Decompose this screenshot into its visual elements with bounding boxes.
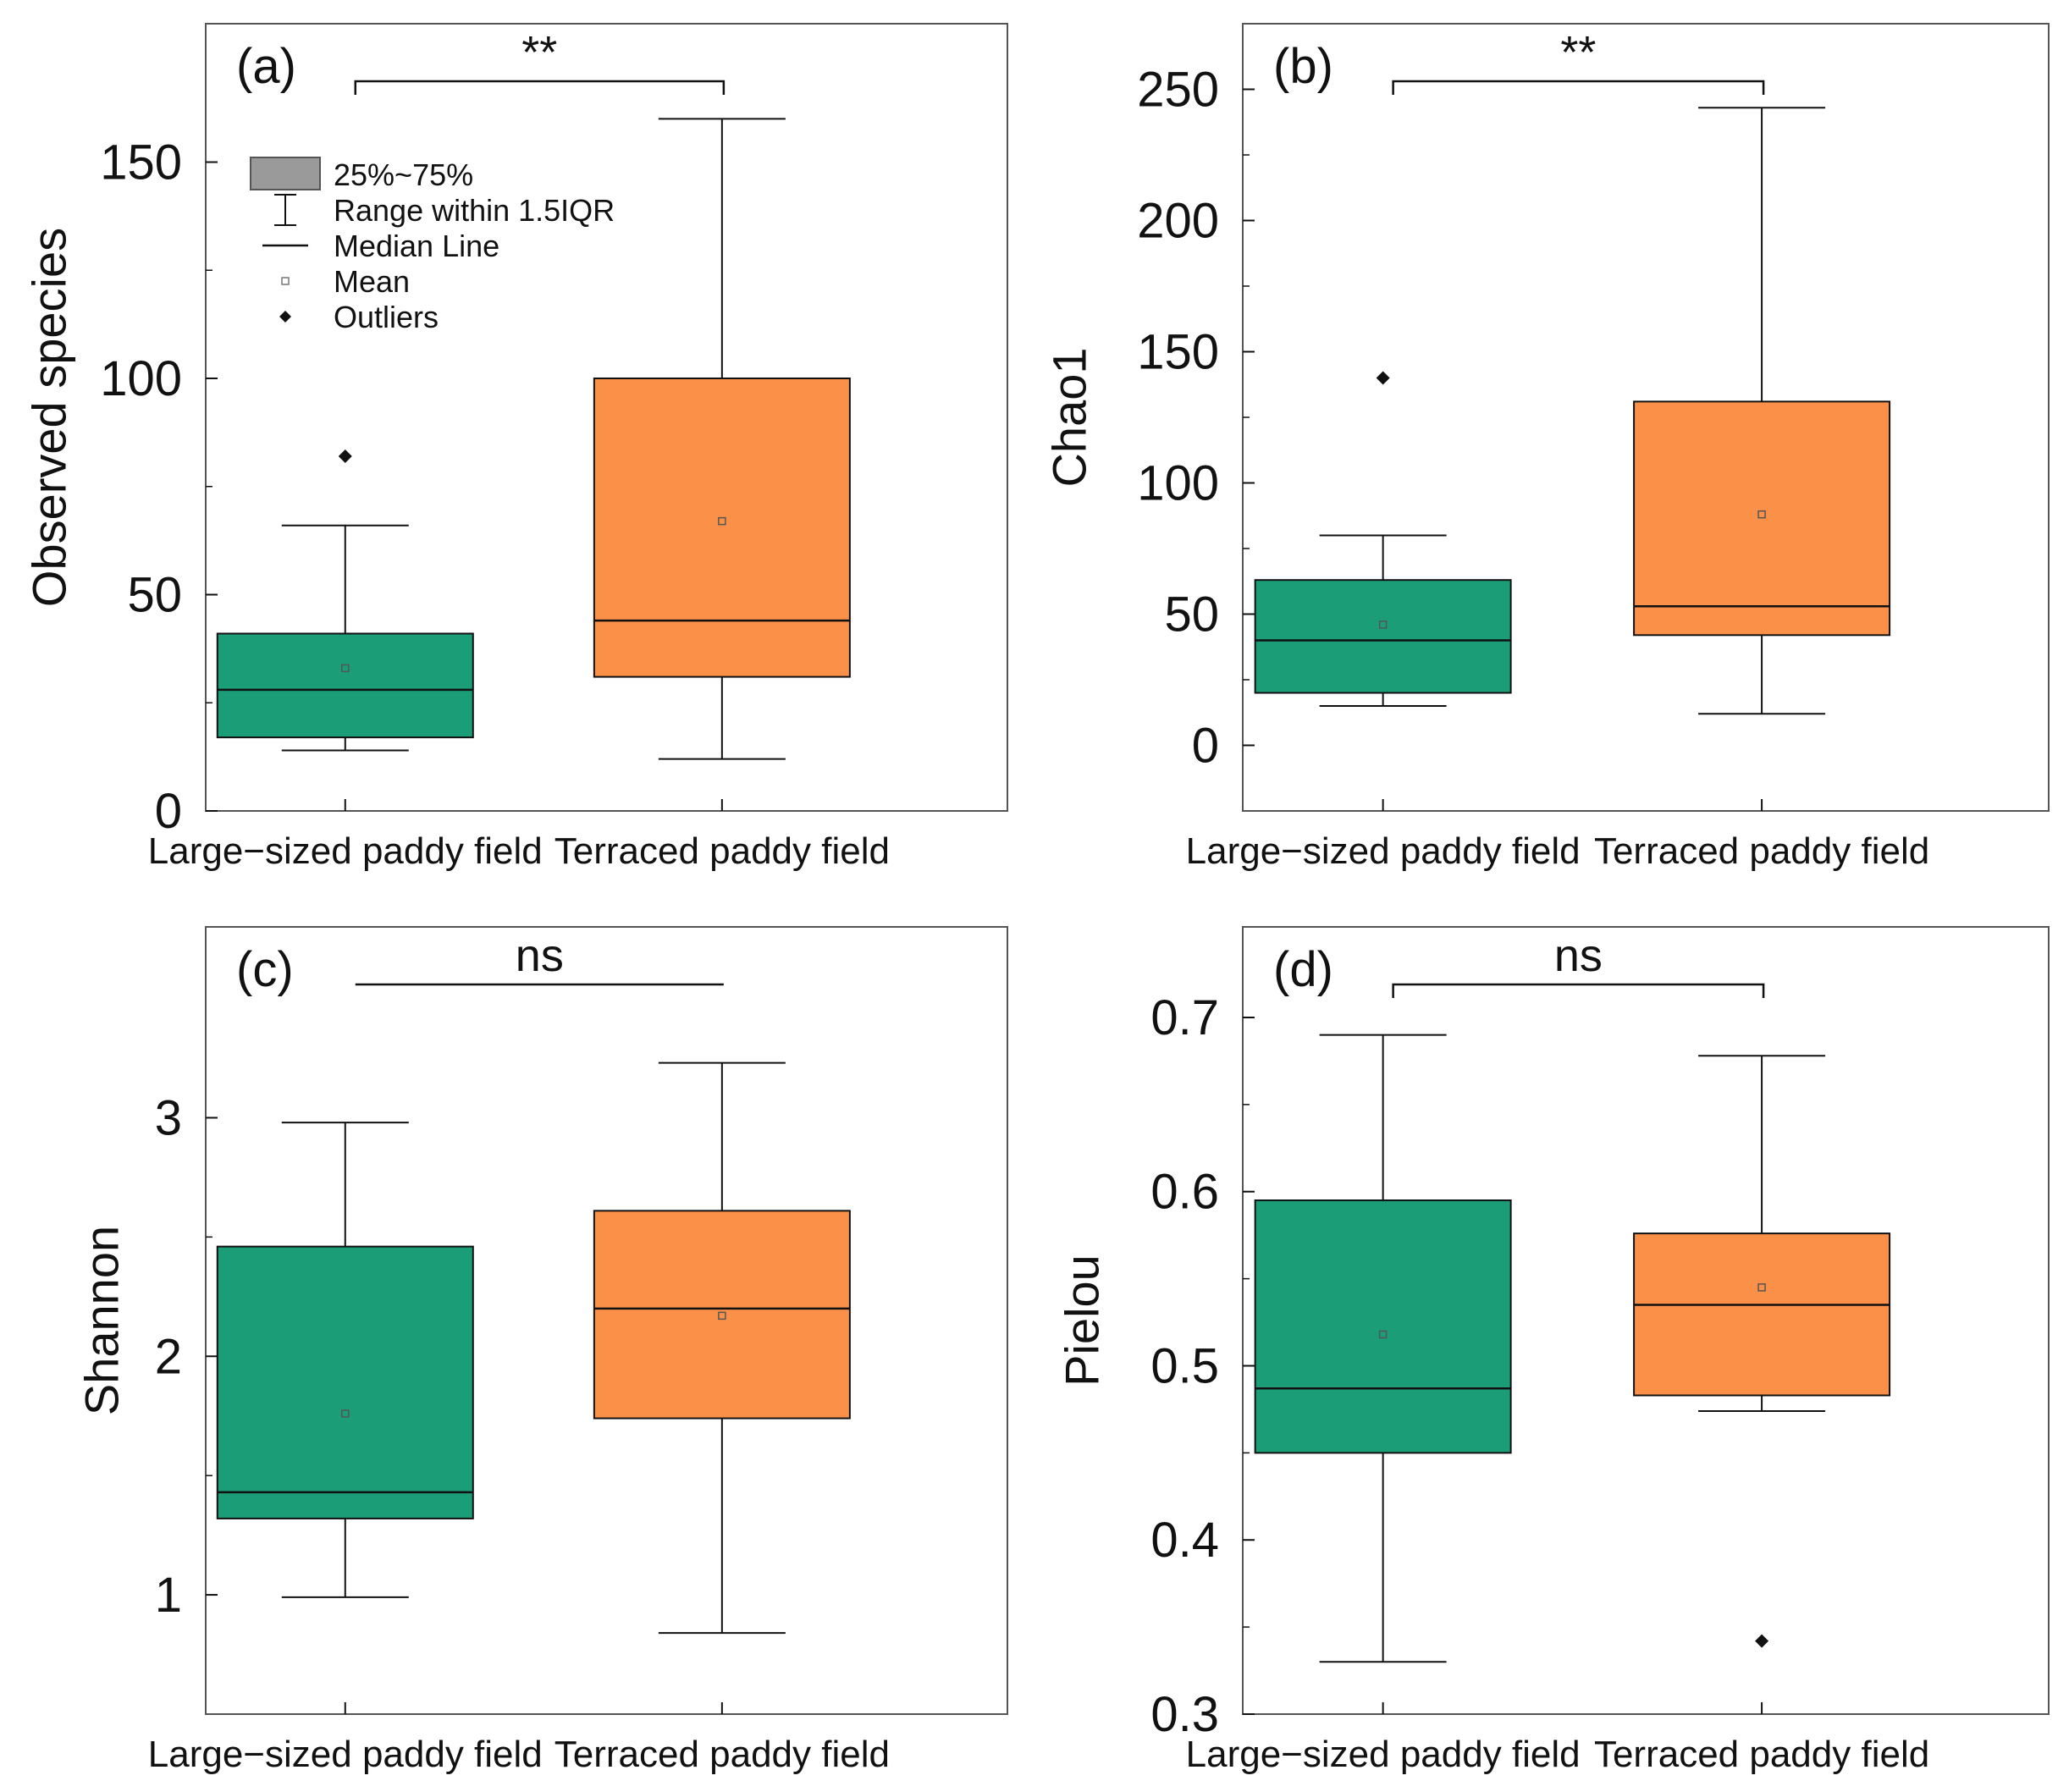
plot-frame (205, 23, 1008, 812)
box-series-terraced (1633, 107, 1891, 715)
chart-panel-a: 0 50 100 150 Observed species (a) Large−sized … (23, 23, 1008, 872)
mean-marker (718, 1311, 726, 1321)
mean-marker (1378, 1330, 1388, 1339)
x-category-label: Large−sized paddy field (1186, 1734, 1581, 1775)
y-tick-label: 0 (155, 784, 182, 839)
iqr-box (593, 1210, 851, 1420)
chart-panel-c: 1 2 3 Shannon (c) Large−sized paddy field Terr… (75, 926, 1008, 1775)
y-tick-label: 50 (1164, 587, 1219, 642)
y-tick-label: 100 (1137, 456, 1219, 511)
legend-mean-swatch (281, 277, 290, 285)
outlier-point (338, 449, 352, 463)
panel-label: (a) (236, 39, 296, 94)
mean-marker (718, 516, 726, 526)
y-axis-title: Chao1 (1043, 347, 1096, 487)
legend-label: Median Line (334, 229, 499, 263)
box-series-large-sized (216, 449, 474, 752)
significance-label: ns (516, 930, 564, 981)
outlier-point (1755, 1634, 1769, 1648)
x-category-label: Terraced paddy field (554, 1734, 890, 1775)
significance-bracket (354, 80, 726, 95)
mean-marker (1757, 1283, 1766, 1292)
box-series-large-sized (216, 1122, 474, 1598)
chart-panel-d: 0.3 0.4 0.5 0.6 0.7 Pielou (d) Large−sized padd… (1056, 926, 2050, 1775)
panel-label: (c) (236, 942, 294, 997)
y-tick-label: 0.5 (1150, 1338, 1219, 1393)
y-tick-label: 1 (155, 1568, 182, 1623)
significance-bracket (1392, 983, 1765, 998)
y-tick-label: 150 (1137, 325, 1219, 380)
x-category-label: Large−sized paddy field (1186, 830, 1581, 872)
y-tick-label: 0.6 (1150, 1165, 1219, 1220)
x-category-label: Large−sized paddy field (148, 830, 543, 872)
legend-label: Outliers (334, 300, 439, 334)
iqr-box (593, 378, 851, 678)
significance-label: ** (1560, 27, 1596, 78)
iqr-box (1254, 579, 1512, 694)
y-tick-label: 200 (1137, 194, 1219, 249)
panel-label: (d) (1273, 942, 1333, 997)
y-axis-title: Pielou (1056, 1254, 1109, 1387)
mean-marker (1757, 510, 1766, 519)
legend-whisker-swatch (274, 194, 296, 226)
y-tick-label: 3 (155, 1090, 182, 1145)
x-category-label: Terraced paddy field (1594, 830, 1929, 872)
legend-label: Mean (334, 264, 410, 299)
y-tick-label: 50 (127, 568, 182, 623)
y-axis-title: Observed species (23, 228, 76, 607)
mean-marker (1378, 620, 1388, 629)
legend-label: Range within 1.5IQR (334, 193, 615, 228)
box-series-terraced (593, 1061, 851, 1635)
iqr-box (216, 1245, 474, 1519)
iqr-box (1254, 1199, 1512, 1454)
y-tick-label: 150 (100, 135, 182, 190)
significance-label: ** (521, 27, 557, 78)
iqr-box (1633, 1232, 1891, 1397)
outlier-point (1376, 371, 1390, 385)
y-axis-title: Shannon (75, 1226, 129, 1415)
significance-label: ns (1554, 930, 1603, 981)
x-category-label: Terraced paddy field (1594, 1734, 1929, 1775)
plot-frame (205, 926, 1008, 1715)
mean-marker (341, 1409, 350, 1418)
y-tick-label: 0.7 (1150, 990, 1219, 1045)
box-series-large-sized (1254, 1034, 1512, 1663)
iqr-box (216, 632, 474, 739)
y-tick-label: 100 (100, 351, 182, 406)
legend-box-swatch (250, 157, 321, 190)
y-tick-label: 0.4 (1150, 1513, 1219, 1568)
y-tick-label: 2 (155, 1329, 182, 1384)
mean-marker (341, 664, 350, 673)
plot-frame (1242, 926, 2050, 1715)
chart-panel-b: 0 50 100 150 200 250 Chao1 (b) Large−sized paddy… (1043, 23, 2050, 872)
y-tick-label: 0.3 (1150, 1687, 1219, 1742)
box-series-terraced (1633, 1055, 1891, 1648)
box-series-large-sized (1254, 371, 1512, 707)
x-category-label: Terraced paddy field (554, 830, 890, 872)
x-category-label: Large−sized paddy field (148, 1734, 543, 1775)
panel-label: (b) (1273, 39, 1333, 94)
box-series-terraced (593, 118, 851, 760)
y-tick-label: 0 (1192, 719, 1219, 774)
significance-bracket (1392, 80, 1765, 95)
y-tick-label: 250 (1137, 63, 1219, 118)
legend-outlier-swatch (279, 311, 291, 323)
legend-label: 25%~75% (334, 157, 473, 192)
